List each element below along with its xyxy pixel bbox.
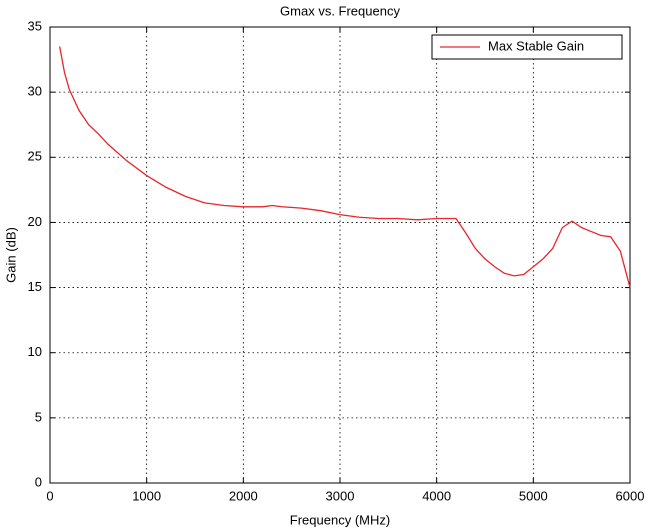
x-tick-label: 0 — [46, 488, 53, 503]
y-tick-label: 10 — [28, 344, 42, 359]
y-tick-label: 15 — [28, 279, 42, 294]
chart-title: Gmax vs. Frequency — [280, 3, 400, 18]
x-axis-label: Frequency (MHz) — [290, 512, 390, 527]
y-tick-label: 0 — [35, 474, 42, 489]
x-tick-label: 4000 — [422, 488, 451, 503]
x-tick-label: 2000 — [229, 488, 258, 503]
data-line — [59, 46, 631, 288]
y-tick-label: 25 — [28, 149, 42, 164]
x-tick-label: 6000 — [616, 488, 645, 503]
x-tick-label: 3000 — [326, 488, 355, 503]
plot-frame — [49, 26, 631, 484]
x-tick-label: 5000 — [519, 488, 548, 503]
x-tick-label: 1000 — [132, 488, 161, 503]
y-tick-label: 20 — [28, 214, 42, 229]
y-tick-label: 30 — [28, 84, 42, 99]
legend-label: Max Stable Gain — [488, 38, 584, 53]
y-tick-label: 5 — [35, 409, 42, 424]
plot-area — [50, 27, 630, 483]
y-tick-label: 35 — [28, 18, 42, 33]
y-axis-label: Gain (dB) — [3, 227, 18, 283]
legend-box — [431, 34, 623, 60]
